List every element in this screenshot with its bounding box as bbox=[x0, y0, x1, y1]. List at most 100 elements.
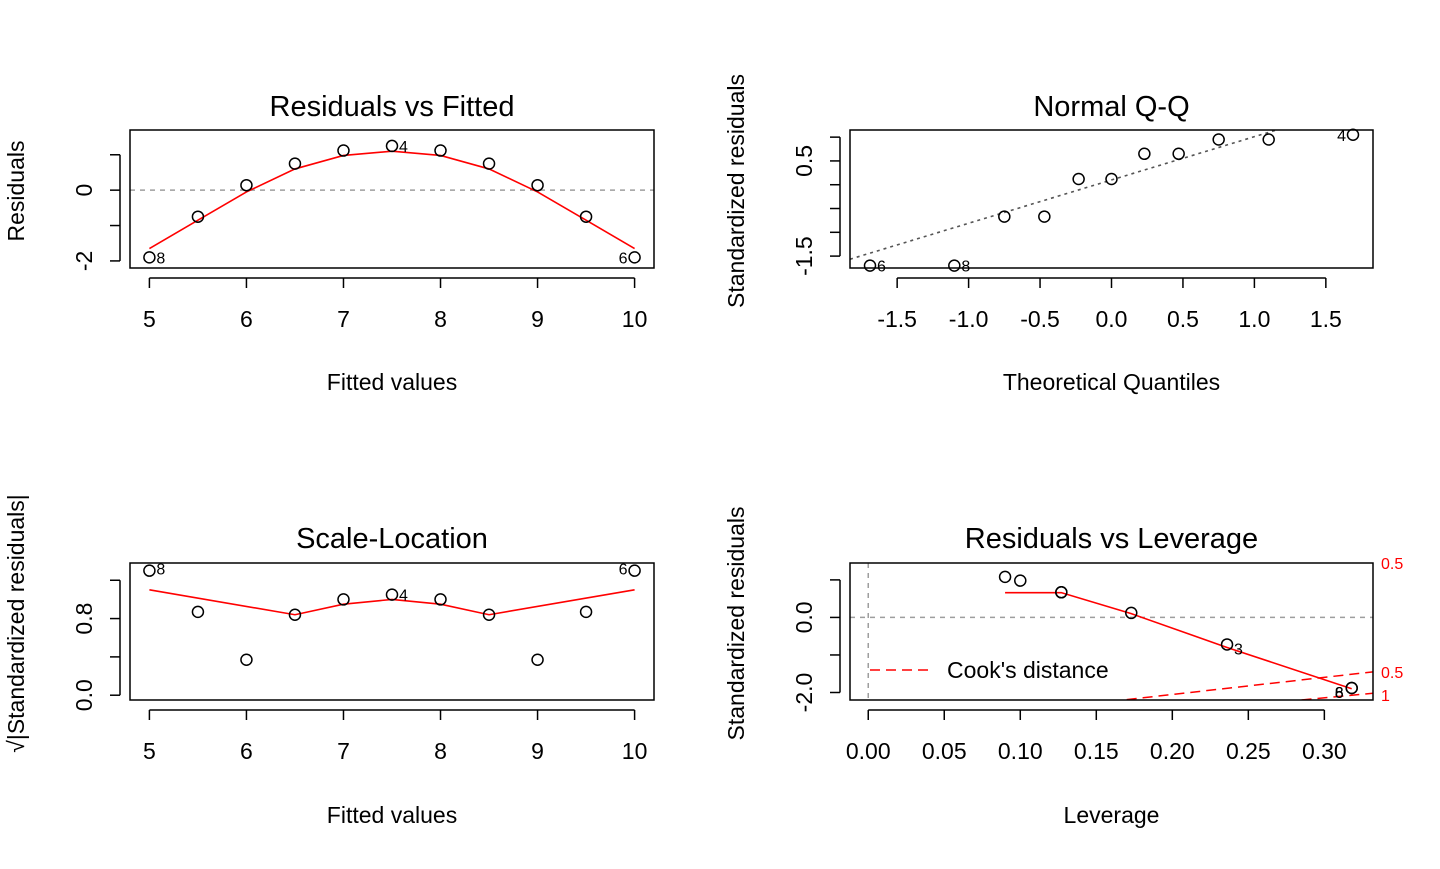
plot-area bbox=[130, 150, 654, 250]
data-point bbox=[998, 210, 1011, 223]
y-tick-label: 0.0 bbox=[71, 679, 97, 711]
data-point bbox=[1345, 681, 1358, 695]
x-tick-label: 0.10 bbox=[998, 738, 1043, 764]
x-axis-label: Leverage bbox=[1064, 802, 1160, 828]
data-point bbox=[1105, 172, 1118, 186]
data-point bbox=[288, 608, 302, 621]
data-point bbox=[1072, 172, 1085, 186]
x-tick-label: 8 bbox=[434, 306, 447, 332]
y-tick-label: -2.0 bbox=[791, 673, 817, 713]
data-point bbox=[1138, 147, 1151, 161]
data-point bbox=[385, 588, 399, 601]
point-label: 6 bbox=[1335, 685, 1344, 702]
cook-distance-curve bbox=[1301, 692, 1373, 700]
smooth-line bbox=[149, 589, 635, 616]
data-point bbox=[863, 259, 877, 272]
x-tick-label: 0.20 bbox=[1150, 738, 1195, 764]
cook-level-label: 1 bbox=[1381, 688, 1390, 705]
plot-area bbox=[149, 589, 635, 616]
data-point bbox=[288, 157, 302, 170]
data-point bbox=[531, 178, 544, 192]
y-tick-label: 0 bbox=[71, 184, 97, 197]
data-point bbox=[434, 144, 447, 157]
data-point bbox=[482, 157, 496, 170]
plot-area bbox=[850, 130, 1280, 260]
cook-level-label: 0.5 bbox=[1381, 665, 1403, 682]
y-axis-label: Standardized residuals bbox=[723, 507, 749, 741]
qq-line bbox=[850, 130, 1280, 260]
plot-frame bbox=[129, 129, 655, 269]
x-tick-label: 10 bbox=[622, 306, 648, 332]
data-point bbox=[1212, 133, 1225, 146]
plot-area bbox=[850, 563, 1373, 700]
point-label: 6 bbox=[619, 250, 628, 267]
data-point bbox=[1346, 128, 1360, 142]
data-point bbox=[434, 593, 447, 606]
point-label: 8 bbox=[1335, 685, 1344, 702]
data-point bbox=[579, 605, 593, 619]
data-point bbox=[998, 570, 1012, 584]
panel-2: Normal Q-Q Theoretical Quantiles Standardi… bbox=[723, 74, 1374, 395]
point-label: 4 bbox=[399, 588, 408, 605]
x-axis-label: Fitted values bbox=[327, 369, 457, 395]
legend-label: Cook's distance bbox=[947, 657, 1109, 683]
data-point bbox=[1262, 133, 1275, 146]
x-axis-label: Fitted values bbox=[327, 802, 457, 828]
x-tick-label: 0.05 bbox=[922, 738, 967, 764]
y-axis-label: Residuals bbox=[3, 141, 29, 242]
panel-1: Residuals vs Fitted Fitted values Residual… bbox=[3, 91, 655, 395]
point-label: 6 bbox=[619, 562, 628, 579]
data-point bbox=[579, 210, 593, 223]
x-tick-label: 0.30 bbox=[1302, 738, 1347, 764]
data-point bbox=[531, 653, 544, 667]
y-axis-label: Standardized residuals bbox=[723, 74, 749, 308]
chart-title: Normal Q-Q bbox=[1033, 91, 1189, 123]
y-tick-label: -2 bbox=[71, 251, 97, 271]
data-point bbox=[385, 139, 399, 153]
x-tick-label: -0.5 bbox=[1020, 306, 1060, 332]
data-point bbox=[1172, 147, 1185, 161]
x-tick-label: 8 bbox=[434, 738, 447, 764]
panel-4: Residuals vs Leverage Leverage Standardize… bbox=[723, 507, 1403, 828]
data-point bbox=[191, 605, 205, 619]
y-axis-label: √|Standardized residuals| bbox=[3, 494, 29, 753]
plot-frame bbox=[849, 129, 1374, 269]
x-tick-label: 5 bbox=[143, 738, 156, 764]
data-point bbox=[143, 564, 156, 577]
point-label: 8 bbox=[156, 562, 165, 579]
x-tick-label: 1.5 bbox=[1310, 306, 1342, 332]
smooth-line bbox=[1005, 591, 1352, 690]
data-point bbox=[337, 144, 350, 157]
point-label: 3 bbox=[1234, 641, 1243, 658]
x-tick-label: 5 bbox=[143, 306, 156, 332]
data-point bbox=[143, 251, 156, 264]
smooth-line bbox=[149, 150, 635, 250]
data-point bbox=[337, 593, 350, 606]
x-tick-label: 6 bbox=[240, 738, 253, 764]
data-point bbox=[482, 608, 496, 621]
data-point bbox=[240, 653, 253, 667]
x-tick-label: 0.0 bbox=[1096, 306, 1128, 332]
x-tick-label: 1.0 bbox=[1238, 306, 1270, 332]
point-label: 8 bbox=[156, 250, 165, 267]
plot-frame bbox=[849, 562, 1374, 701]
x-tick-label: 0.00 bbox=[846, 738, 891, 764]
chart-title: Scale-Location bbox=[296, 523, 488, 555]
data-point bbox=[1038, 210, 1051, 223]
chart-title: Residuals vs Leverage bbox=[965, 523, 1258, 555]
data-point bbox=[1014, 574, 1027, 587]
y-tick-label: 0.8 bbox=[71, 603, 97, 635]
x-tick-label: 9 bbox=[531, 306, 544, 332]
x-tick-label: 7 bbox=[337, 738, 350, 764]
x-tick-label: 0.25 bbox=[1226, 738, 1271, 764]
data-point bbox=[191, 210, 205, 223]
x-tick-label: 7 bbox=[337, 306, 350, 332]
data-point bbox=[948, 259, 961, 272]
chart-title: Residuals vs Fitted bbox=[270, 91, 515, 123]
plot-frame bbox=[129, 562, 655, 701]
x-axis-label: Theoretical Quantiles bbox=[1003, 369, 1220, 395]
x-tick-label: -1.0 bbox=[949, 306, 989, 332]
x-tick-label: 0.5 bbox=[1167, 306, 1199, 332]
x-tick-label: 0.15 bbox=[1074, 738, 1119, 764]
